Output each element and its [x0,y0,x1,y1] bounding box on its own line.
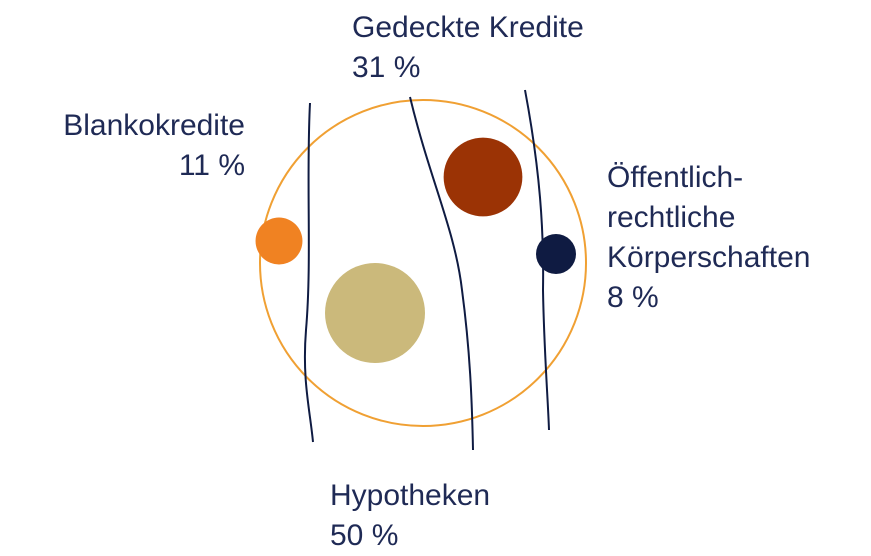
outline-circle [259,99,587,427]
divider-line [303,102,314,443]
bubble [536,234,576,274]
label-group: Öffentlich-rechtliche Körperschaften 8 % [607,158,857,318]
value-label: 31 % [352,51,421,84]
value-label: 50 % [330,519,399,552]
category-label: Öffentlich-rechtliche Körperschaften [607,161,811,274]
bubble [255,217,303,265]
label-group: Blankokredite 11 % [0,106,245,186]
label-group: Hypotheken 50 % [330,476,590,556]
bubble [443,137,523,217]
category-label: Blankokredite [63,109,245,142]
value-label: 8 % [607,281,659,314]
bubbles [255,137,576,363]
label-group: Gedeckte Kredite 31 % [352,8,682,88]
value-label: 11 % [178,149,245,182]
divider-line [524,89,550,431]
category-label: Gedeckte Kredite [352,11,584,44]
divider-line [409,96,474,451]
bubble [325,263,425,363]
category-label: Hypotheken [330,479,491,512]
